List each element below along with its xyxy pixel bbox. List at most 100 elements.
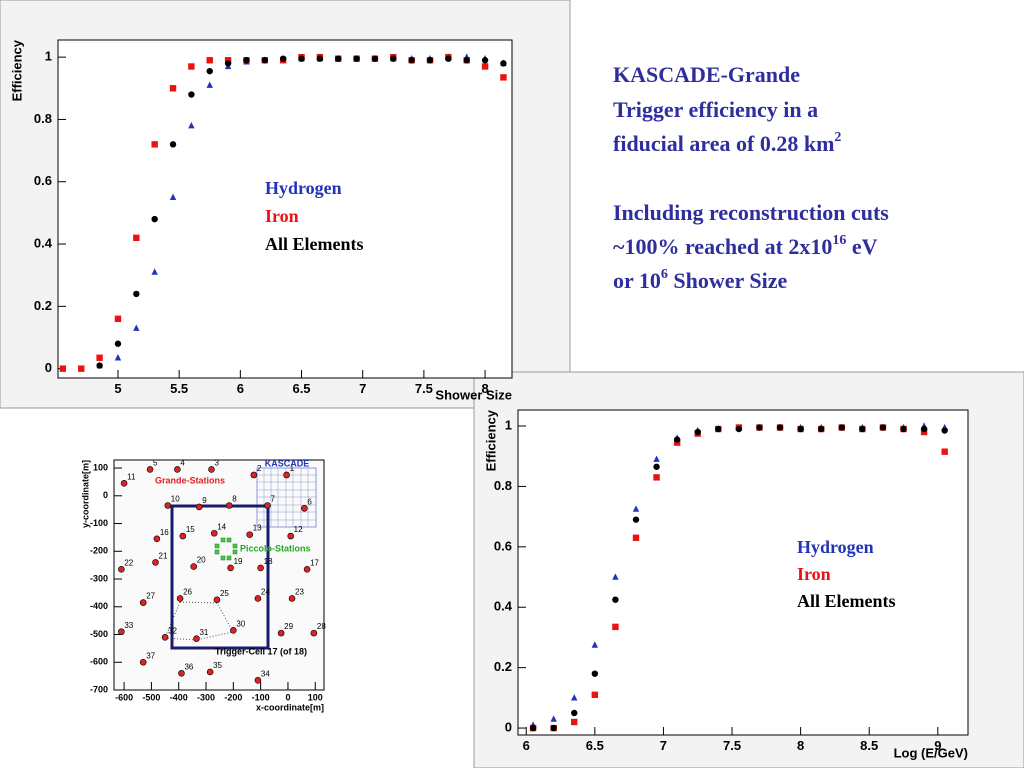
point <box>279 55 287 62</box>
point-label: 28 <box>317 622 326 631</box>
point-label: 17 <box>310 558 319 567</box>
point-label: 2 <box>257 464 262 473</box>
legend-entry: All Elements <box>265 234 364 254</box>
point <box>353 55 360 62</box>
point-label: 31 <box>199 628 208 637</box>
point <box>591 670 599 677</box>
point <box>146 466 154 473</box>
point-label: 3 <box>214 459 219 468</box>
point <box>188 63 195 70</box>
point <box>298 55 305 62</box>
point-label: 29 <box>284 622 293 631</box>
y-tick-label: 0 <box>505 719 512 734</box>
point <box>550 715 557 722</box>
point <box>176 595 184 602</box>
y-tick-label: 0.6 <box>494 538 512 553</box>
cell-outline <box>164 601 234 641</box>
superscript: 2 <box>834 130 841 145</box>
point <box>653 474 660 481</box>
point <box>169 141 177 148</box>
point <box>133 290 140 298</box>
point <box>500 74 507 81</box>
point <box>254 676 262 684</box>
point-label: 4 <box>180 459 185 468</box>
superscript: 6 <box>661 267 668 282</box>
point <box>818 425 825 433</box>
y-tick-label: 0.6 <box>34 173 52 188</box>
x-tick-label: 5 <box>114 381 121 396</box>
legend-entry: Hydrogen <box>265 178 342 198</box>
point <box>591 691 599 699</box>
point <box>632 516 640 523</box>
point <box>206 67 213 75</box>
point <box>227 564 234 572</box>
point-label: 18 <box>264 557 273 566</box>
y-tick-label: 0.8 <box>494 478 512 493</box>
x-tick-label: 7 <box>359 381 366 396</box>
point <box>206 81 213 88</box>
legend-entry: Grande-Stations <box>155 475 225 485</box>
point <box>310 629 318 637</box>
point-label: 9 <box>202 496 207 505</box>
point-label: 26 <box>183 588 192 597</box>
point-label: 21 <box>159 551 168 560</box>
y-tick-label: -400 <box>90 601 108 611</box>
legend-entry: All Elements <box>797 591 896 611</box>
point-label: 5 <box>153 459 158 468</box>
x-tick-label: 8 <box>797 738 804 753</box>
x-tick-label: -600 <box>115 692 133 702</box>
x-tick-label: 7.5 <box>415 381 433 396</box>
y-axis-title: Efficiency <box>483 409 498 471</box>
point-label: 12 <box>294 525 303 534</box>
point <box>193 635 200 642</box>
point <box>210 529 218 537</box>
point <box>195 503 203 511</box>
point <box>500 60 507 67</box>
point <box>261 57 269 64</box>
point <box>174 466 181 473</box>
point <box>188 121 195 129</box>
point <box>463 57 470 64</box>
y-tick-label: -300 <box>90 573 108 583</box>
point <box>164 502 172 509</box>
point <box>632 505 640 512</box>
x-axis-title: Shower Size <box>435 387 512 402</box>
x-tick-label: 6.5 <box>586 738 604 753</box>
point <box>264 502 271 509</box>
point-label: 13 <box>253 524 262 533</box>
point <box>254 595 262 602</box>
point <box>151 268 158 275</box>
x-tick-label: 5.5 <box>170 381 188 396</box>
slide-text-line: Including reconstruction cuts <box>613 200 889 225</box>
slide-text-line: or 106 Shower Size <box>613 267 787 293</box>
point <box>879 424 887 431</box>
text-run: fiducial area of 0.28 km <box>613 131 834 156</box>
point <box>188 91 195 98</box>
x-tick-label: -500 <box>142 692 160 702</box>
point <box>481 63 489 70</box>
point <box>756 424 763 431</box>
text-run: Trigger efficiency in a <box>613 97 818 122</box>
slide-text-line: Trigger efficiency in a <box>613 97 818 122</box>
point <box>120 480 128 487</box>
point-label: 22 <box>124 558 133 567</box>
y-tick-label: 0.4 <box>34 235 53 250</box>
point <box>287 532 294 540</box>
point <box>371 55 379 62</box>
point <box>277 629 285 637</box>
point <box>838 424 845 431</box>
point <box>152 559 159 566</box>
point <box>190 563 198 570</box>
y-tick-label: -600 <box>90 657 108 667</box>
point <box>78 365 85 372</box>
annotation: Piccolo-Stations <box>240 543 311 553</box>
point <box>612 573 619 580</box>
point-label: 35 <box>213 661 222 670</box>
point-label: 36 <box>184 662 193 671</box>
point <box>571 709 578 717</box>
point <box>133 234 140 242</box>
x-tick-label: 6.5 <box>292 381 310 396</box>
point <box>612 623 619 631</box>
point-label: 19 <box>234 557 243 566</box>
y-axis-title: Efficiency <box>9 39 24 101</box>
